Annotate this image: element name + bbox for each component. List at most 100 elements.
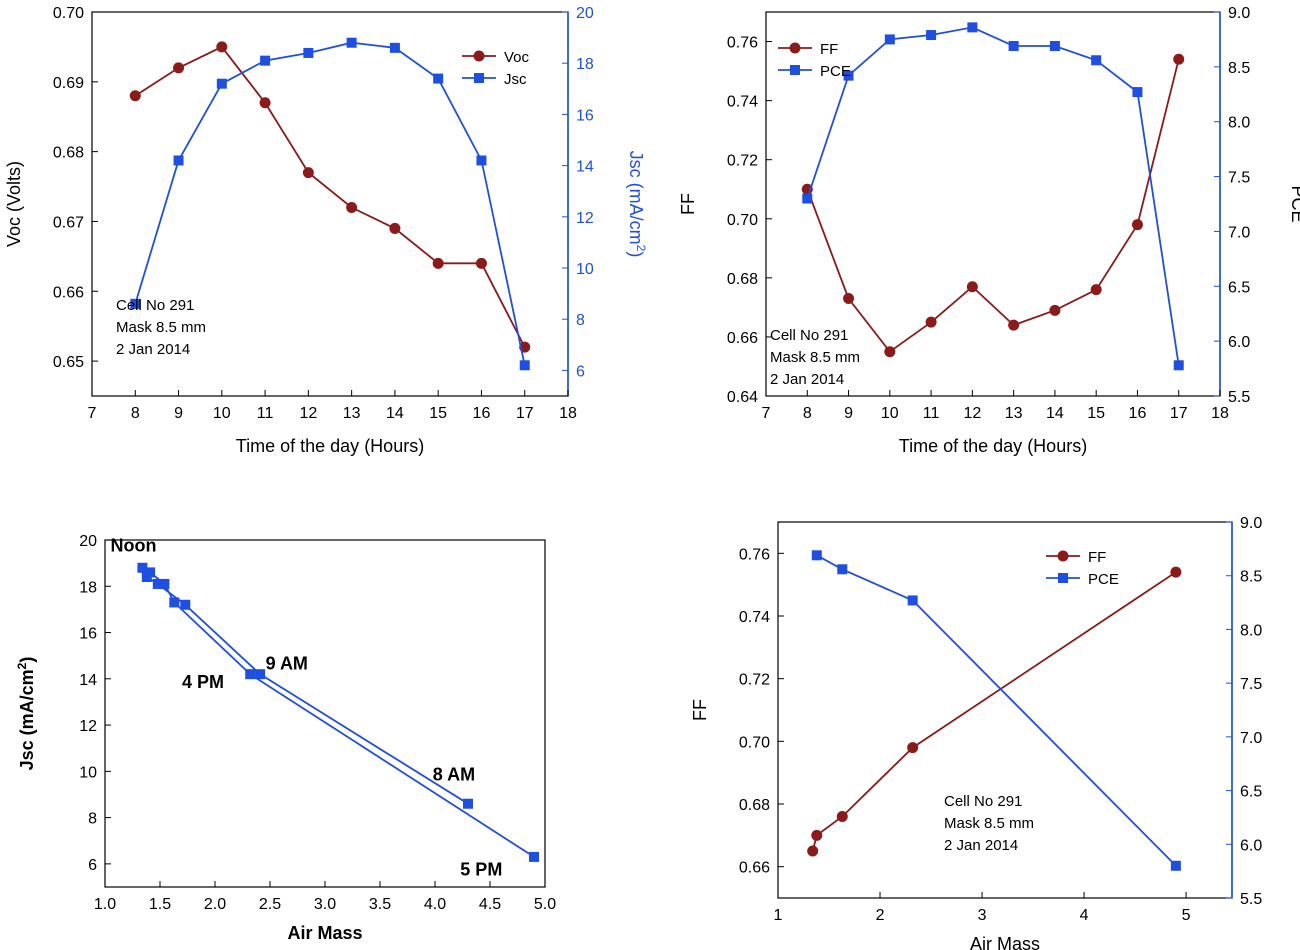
x-tick-label: 12 (299, 405, 317, 422)
data-point-jsc (152, 578, 163, 589)
x-axis-label: Air Mass (287, 923, 362, 943)
cell-annotation: Cell No 291 (944, 793, 1022, 810)
y-tick-label: 0.66 (53, 284, 84, 301)
data-point-voc (129, 90, 141, 102)
y2-tick-label: 6.5 (1240, 784, 1262, 801)
data-point-pce (1132, 87, 1143, 98)
data-point-pce (907, 595, 918, 606)
data-point-jsc (255, 669, 266, 680)
y-tick-label: 0.74 (727, 94, 758, 111)
p3-chart: 1.0 1.5 2.0 2.5 3.0 3.5 4.0 4.5 5.0 6 8 10 12 14 16 18 2… (15, 533, 556, 943)
series-line-pce (806, 26, 1180, 366)
cell-annotation: Cell No 291 (770, 327, 848, 344)
y-tick-label: 12 (79, 718, 97, 735)
data-point-ff (1173, 53, 1185, 65)
data-point-jsc (463, 798, 473, 809)
y2-axis-label: PCE (1288, 185, 1300, 222)
data-point-pce (926, 30, 937, 41)
x-tick-label: 17 (1170, 405, 1188, 422)
p1-chart: 7 8 9 10 11 12 13 14 15 16 17 18 0.65 0.66 0.67 0.68 0.6… (4, 5, 648, 456)
y-tick-label: 0.70 (727, 212, 758, 229)
x-tick-label: 8 (131, 405, 140, 422)
x-tick-label: 4.5 (479, 896, 501, 913)
legend-label-jsc: Jsc (504, 71, 527, 88)
data-point-voc (346, 201, 358, 213)
y2-axis-label: Jsc (mA/cm2) (626, 151, 648, 258)
x-tick-label: 14 (386, 405, 404, 422)
y-tick-label: 0.66 (727, 330, 758, 347)
y2-tick-label: 8.0 (1240, 622, 1262, 639)
y2-tick-label: 18 (576, 56, 594, 73)
x-tick-label: 10 (881, 405, 899, 422)
data-point-pce (837, 564, 848, 575)
legend-label-ff: FF (1088, 549, 1106, 566)
y2-tick-label: 6.5 (1228, 279, 1250, 296)
y-axis-label-end: ) (17, 657, 37, 663)
legend-label-ff: FF (820, 41, 838, 58)
data-point-pce (1173, 360, 1184, 371)
cell-annotation: Mask 8.5 mm (944, 815, 1034, 832)
cell-annotation: Cell No 291 (116, 297, 194, 314)
point-label: 5 PM (460, 859, 502, 879)
legend-label-voc: Voc (504, 49, 530, 66)
data-point-voc (432, 257, 444, 269)
data-point-ff (925, 316, 937, 328)
data-point-jsc (145, 567, 156, 578)
data-point-voc (259, 97, 271, 109)
y2-tick-label: 9.0 (1240, 515, 1262, 532)
y2-tick-label: 6.0 (1228, 334, 1250, 351)
x-tick-label: 15 (1087, 405, 1105, 422)
x-tick-label: 12 (963, 405, 981, 422)
data-point-ff (1131, 219, 1143, 231)
x-axis-label: Air Mass (970, 934, 1040, 950)
y2-tick-label: 20 (576, 5, 594, 22)
cell-annotation: Mask 8.5 mm (770, 349, 860, 366)
y-axis-label: Jsc (mA/cm2) (15, 657, 37, 771)
y-axis-label: Voc (Volts) (4, 161, 24, 247)
y2-tick-label: 7.0 (1240, 730, 1262, 747)
plot-frame (104, 539, 546, 888)
data-point-jsc (389, 42, 400, 53)
data-point-ff (1170, 566, 1182, 578)
y-tick-label: 0.68 (727, 271, 758, 288)
x-tick-label: 9 (174, 405, 183, 422)
p4-chart: 1 2 3 4 5 0.66 0.68 0.70 0.72 0.74 0.76 5.5 6.0 6.5 7.… (690, 515, 1262, 950)
y-tick-label: 0.72 (739, 672, 770, 689)
data-point-ff (907, 742, 919, 754)
y-tick-label: 0.70 (53, 5, 84, 22)
y2-tick-label: 7.0 (1228, 224, 1250, 241)
data-point-jsc (159, 578, 170, 589)
series-line-voc (134, 45, 526, 348)
y-tick-label: 0.76 (727, 35, 758, 52)
x-tick-label: 15 (429, 405, 447, 422)
data-point-jsc (303, 47, 314, 58)
x-tick-label: 2 (876, 907, 885, 924)
y2-axis-label-end: ) (626, 251, 646, 257)
point-label: 9 AM (266, 654, 308, 674)
data-point-ff (811, 829, 823, 841)
x-tick-label: 18 (1211, 405, 1229, 422)
data-point-pce (1008, 41, 1019, 52)
y-tick-label: 0.66 (739, 860, 770, 877)
y-tick-label: 8 (88, 811, 97, 828)
data-point-voc (389, 222, 401, 234)
x-tick-label: 13 (343, 405, 361, 422)
y-tick-label: 0.65 (53, 354, 84, 371)
x-tick-label: 8 (803, 405, 812, 422)
data-point-jsc (529, 851, 539, 862)
data-point-voc (173, 62, 185, 74)
y-tick-label: 0.72 (727, 153, 758, 170)
plot-frame (91, 11, 569, 397)
x-tick-label: 3.0 (314, 896, 336, 913)
x-tick-label: 9 (844, 405, 853, 422)
y2-tick-label: 8.5 (1240, 569, 1262, 586)
data-point-jsc (433, 73, 444, 84)
x-tick-label: 14 (1046, 405, 1064, 422)
y-tick-label: 0.64 (727, 389, 758, 406)
y2-tick-label: 7.5 (1240, 676, 1262, 693)
y2-axis-label-sup: 2 (634, 245, 648, 252)
point-label: 8 AM (433, 765, 475, 785)
y2-tick-label: 6 (576, 363, 585, 380)
data-point-pce (884, 34, 895, 45)
